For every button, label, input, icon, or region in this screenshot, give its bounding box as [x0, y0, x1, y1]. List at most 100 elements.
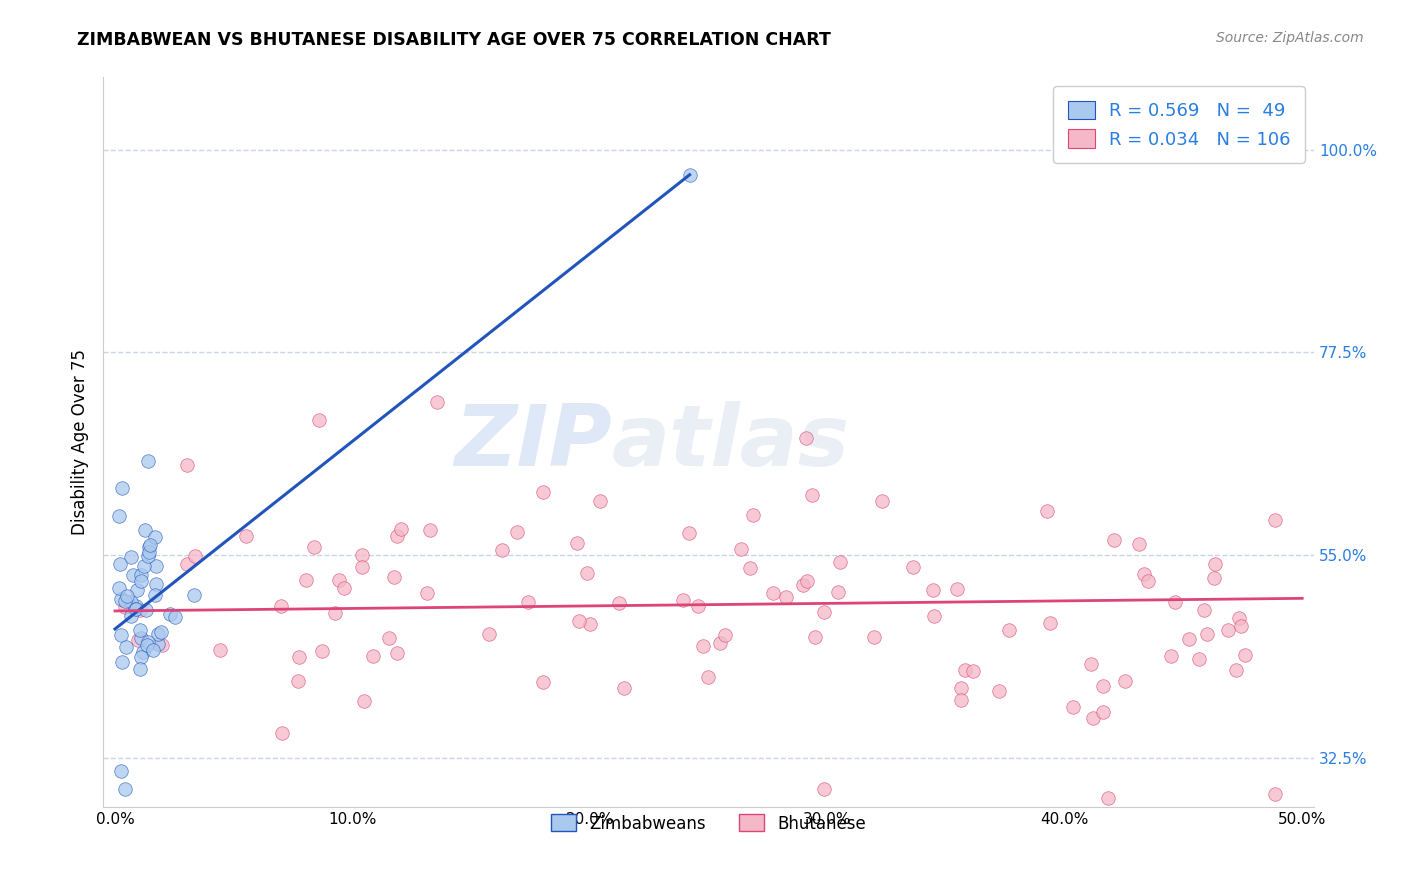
Point — [311, 644, 333, 658]
Point — [1091, 680, 1114, 694]
Point — [110, 628, 132, 642]
Point — [1097, 791, 1119, 805]
Point — [110, 591, 132, 606]
Point — [678, 525, 700, 540]
Point — [149, 625, 172, 640]
Point — [139, 538, 162, 552]
Point — [143, 588, 166, 602]
Point — [108, 509, 131, 524]
Point — [287, 674, 309, 689]
Point — [426, 395, 449, 409]
Point — [350, 548, 373, 562]
Point — [813, 605, 835, 619]
Point — [1234, 648, 1257, 662]
Point — [115, 640, 138, 654]
Point — [803, 630, 825, 644]
Point — [863, 631, 886, 645]
Point — [136, 453, 159, 467]
Point — [235, 529, 257, 543]
Point — [294, 574, 316, 588]
Point — [134, 523, 156, 537]
Point — [353, 694, 375, 708]
Point — [794, 431, 817, 445]
Legend: Zimbabweans, Bhutanese: Zimbabweans, Bhutanese — [544, 808, 873, 839]
Point — [416, 586, 439, 600]
Point — [208, 642, 231, 657]
Point — [145, 577, 167, 591]
Point — [111, 656, 134, 670]
Point — [129, 650, 152, 665]
Point — [1225, 664, 1247, 678]
Point — [516, 595, 538, 609]
Point — [922, 582, 945, 597]
Point — [142, 643, 165, 657]
Point — [1128, 537, 1150, 551]
Point — [1264, 787, 1286, 801]
Point — [741, 508, 763, 522]
Point — [709, 636, 731, 650]
Point — [129, 623, 152, 637]
Point — [796, 574, 818, 589]
Point — [145, 559, 167, 574]
Point — [129, 632, 152, 646]
Point — [1164, 595, 1187, 609]
Point — [176, 458, 198, 472]
Point — [730, 541, 752, 556]
Point — [1160, 649, 1182, 664]
Point — [827, 584, 849, 599]
Point — [385, 646, 408, 660]
Point — [419, 523, 441, 537]
Point — [378, 632, 401, 646]
Point — [114, 600, 136, 615]
Point — [115, 589, 138, 603]
Point — [1039, 615, 1062, 630]
Text: ZIMBABWEAN VS BHUTANESE DISABILITY AGE OVER 75 CORRELATION CHART: ZIMBABWEAN VS BHUTANESE DISABILITY AGE O… — [77, 31, 831, 49]
Point — [1227, 611, 1250, 625]
Point — [697, 670, 720, 684]
Point — [792, 578, 814, 592]
Point — [163, 610, 186, 624]
Point — [125, 599, 148, 613]
Point — [567, 536, 589, 550]
Point — [692, 639, 714, 653]
Point — [1264, 513, 1286, 527]
Point — [962, 664, 984, 678]
Point — [136, 635, 159, 649]
Point — [505, 524, 527, 539]
Point — [146, 627, 169, 641]
Point — [114, 594, 136, 608]
Point — [304, 541, 326, 555]
Point — [125, 583, 148, 598]
Text: atlas: atlas — [612, 401, 849, 484]
Point — [1230, 619, 1253, 633]
Point — [110, 764, 132, 779]
Point — [950, 693, 973, 707]
Point — [901, 560, 924, 574]
Point — [1104, 533, 1126, 548]
Point — [325, 606, 347, 620]
Point — [1133, 566, 1156, 581]
Point — [613, 681, 636, 695]
Point — [288, 650, 311, 665]
Point — [578, 617, 600, 632]
Point — [762, 585, 785, 599]
Point — [270, 599, 292, 613]
Point — [678, 168, 700, 182]
Point — [136, 549, 159, 564]
Point — [1081, 710, 1104, 724]
Point — [150, 638, 173, 652]
Point — [1188, 652, 1211, 666]
Point — [922, 609, 945, 624]
Point — [953, 663, 976, 677]
Point — [672, 593, 695, 607]
Point — [135, 638, 157, 652]
Point — [1204, 571, 1226, 585]
Text: Source: ZipAtlas.com: Source: ZipAtlas.com — [1216, 31, 1364, 45]
Point — [121, 568, 143, 582]
Point — [531, 675, 554, 690]
Point — [531, 484, 554, 499]
Point — [1062, 699, 1084, 714]
Point — [870, 494, 893, 508]
Point — [176, 557, 198, 571]
Point — [382, 570, 405, 584]
